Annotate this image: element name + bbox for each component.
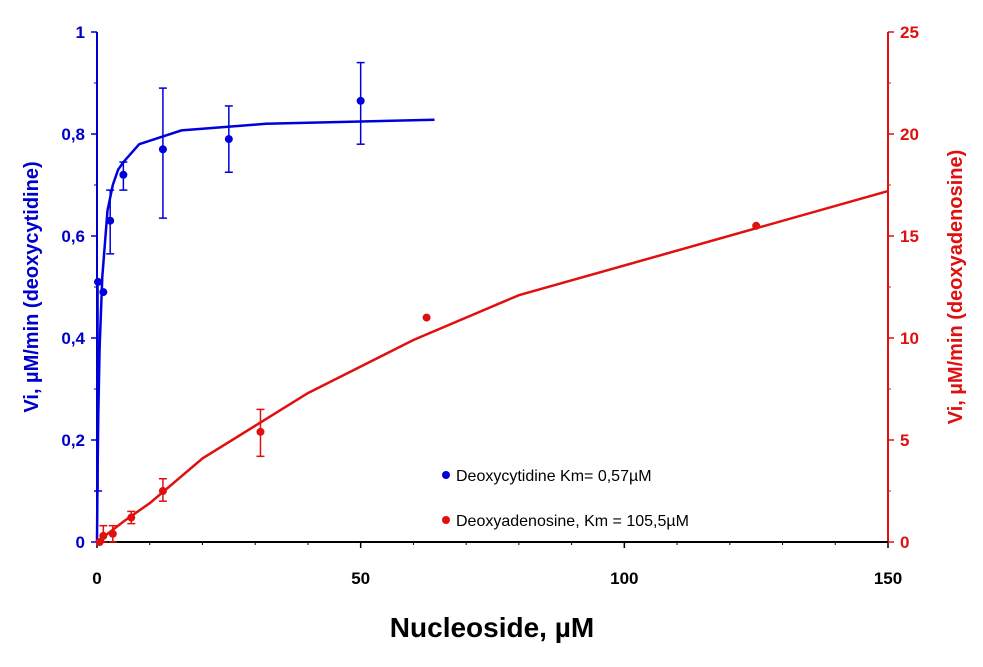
data-points [94, 96, 761, 546]
fit-line-deoxycytidine [95, 118, 435, 543]
data-point-deoxycytidine [106, 216, 115, 225]
x-tick-label: 0 [92, 569, 101, 588]
y-right-tick-label: 20 [900, 125, 919, 144]
y-right-tick-label: 15 [900, 227, 919, 246]
legend-label-deoxyadenosine: Deoxyadenosine, Km = 105,5µM [456, 513, 689, 530]
data-point-deoxyadenosine [158, 487, 167, 495]
y-left-tick-label: 0,2 [61, 431, 85, 450]
x-tick-label: 150 [874, 569, 902, 588]
y-right-tick-label: 25 [900, 23, 919, 42]
legend-marker-deoxyadenosine [442, 516, 450, 524]
y-right-tick-label: 0 [900, 533, 909, 552]
y-left-tick-label: 0,4 [61, 329, 85, 348]
data-point-deoxyadenosine [752, 221, 761, 230]
error-bars [94, 61, 365, 543]
data-point-deoxycytidine [119, 170, 128, 179]
data-point-deoxycytidine [224, 135, 233, 144]
x-tick-label: 100 [610, 569, 638, 588]
y-right-axis-title: Vi, µM/min (deoxyadenosine) [945, 150, 967, 425]
y-left-axis-title: Vi, µM/min (deoxycytidine) [21, 161, 43, 412]
data-point-deoxycytidine [94, 277, 103, 286]
y-right-tick-label: 10 [900, 329, 919, 348]
data-point-deoxycytidine [99, 288, 108, 297]
y-left-tick-label: 0,8 [61, 125, 85, 144]
fit-line-deoxyadenosine [96, 189, 889, 543]
data-point-deoxycytidine [158, 145, 167, 154]
data-point-deoxyadenosine [95, 538, 104, 546]
data-point-deoxyadenosine [108, 529, 117, 538]
y-right-tick-label: 5 [900, 431, 909, 450]
y-left-tick-label: 0,6 [61, 227, 85, 246]
x-axis-title: Nucleoside, µM [390, 612, 594, 643]
legend-label-deoxycytidine: Deoxycytidine Km= 0,57µM [456, 468, 652, 485]
x-tick-label: 50 [351, 569, 370, 588]
data-point-deoxyadenosine [127, 513, 136, 522]
y-left-tick-label: 0 [76, 533, 85, 552]
legend: Deoxycytidine Km= 0,57µM Deoxyadenosine,… [442, 468, 689, 530]
legend-marker-deoxycytidine [442, 471, 450, 479]
data-point-deoxyadenosine [256, 427, 265, 436]
data-point-deoxycytidine [356, 96, 365, 105]
data-point-deoxyadenosine [422, 313, 431, 322]
data-point-deoxyadenosine [99, 531, 108, 540]
y-left-tick-label: 1 [76, 23, 85, 42]
